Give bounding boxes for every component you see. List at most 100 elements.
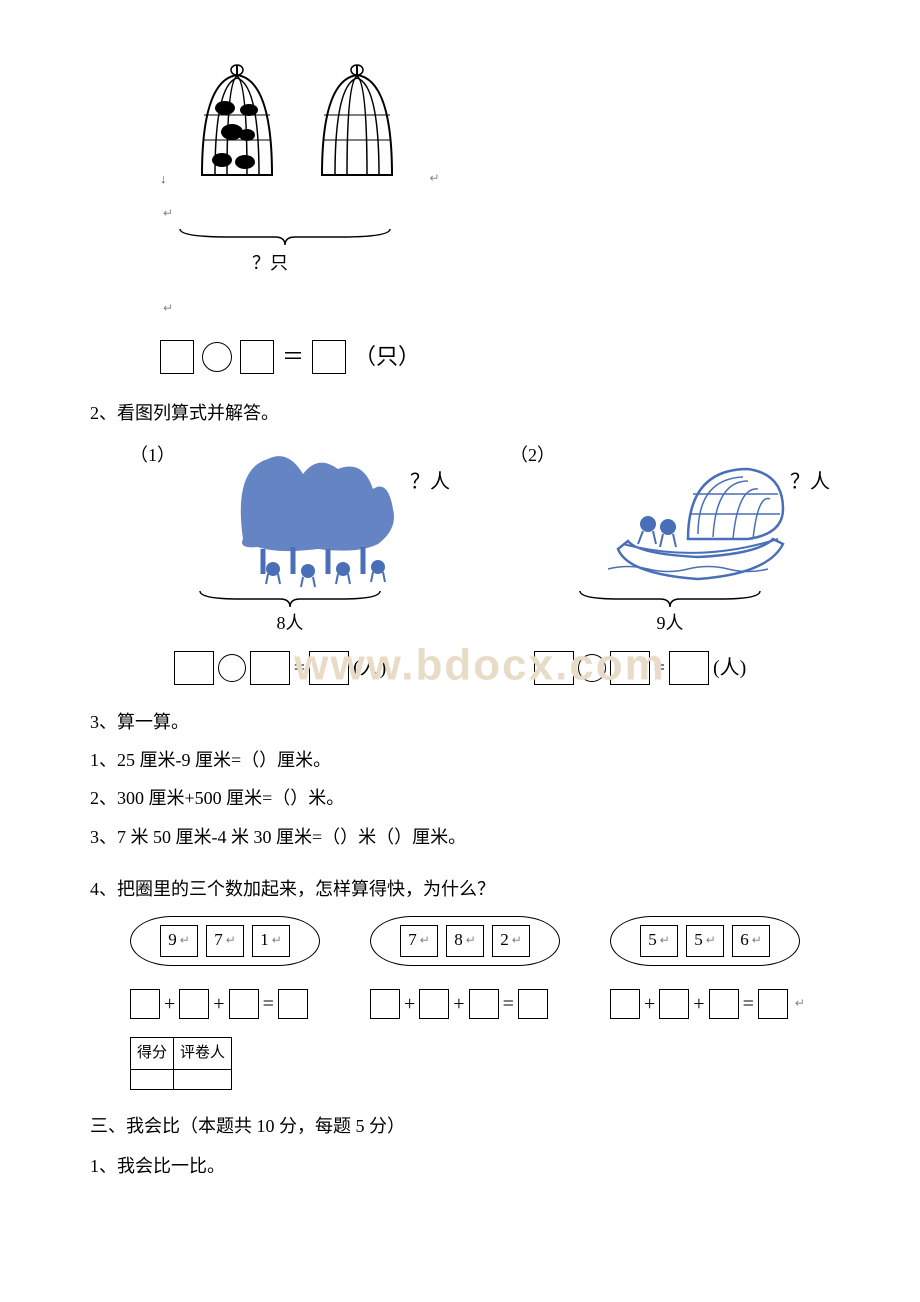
problem-3-intro: 3、算一算。 <box>90 706 830 738</box>
operand-box[interactable] <box>229 989 259 1019</box>
operand-box[interactable] <box>174 651 214 685</box>
enter-mark: ↵ <box>430 168 440 190</box>
operand-box[interactable] <box>370 989 400 1019</box>
oval-container: 5↵ 5↵ 6↵ <box>610 916 800 966</box>
operand-box[interactable] <box>160 340 194 374</box>
item-number: （1） <box>130 439 175 471</box>
equals-sign: = <box>654 650 665 686</box>
operand-box[interactable] <box>610 989 640 1019</box>
score-cell[interactable] <box>131 1069 174 1089</box>
equals-sign: ＝ <box>282 337 304 377</box>
birdcage-empty-icon <box>307 60 407 190</box>
equals-sign: = <box>503 986 514 1022</box>
problem-3-line-3: 3、7 米 50 厘米-4 米 30 厘米=（）米（）厘米。 <box>90 821 830 853</box>
oval-group-2: 7↵ 8↵ 2↵ + + = <box>370 916 590 1022</box>
plus-sign: + <box>453 986 464 1022</box>
equals-sign: = <box>743 986 754 1022</box>
num-box: 7↵ <box>206 925 244 957</box>
operand-box[interactable] <box>179 989 209 1019</box>
num-box: 7↵ <box>400 925 438 957</box>
oval-groups-row: 9↵ 7↵ 1↵ + + = 7↵ 8↵ 2↵ + <box>130 916 830 1022</box>
operator-circle[interactable] <box>202 342 232 372</box>
equation-boxes: ＝ （只） <box>160 337 830 377</box>
equals-sign: = <box>294 650 305 686</box>
operand-box[interactable] <box>534 651 574 685</box>
problem-2-content: （1） ？人 8人 <box>90 439 830 685</box>
oval-group-1: 9↵ 7↵ 1↵ + + = <box>130 916 350 1022</box>
problem-1-birdcages: ↓ <box>90 60 830 377</box>
problem-2-item-2: （2） ？人 <box>510 439 830 639</box>
plus-sign: + <box>644 986 655 1022</box>
oval-equation: + + = <box>130 986 350 1022</box>
plus-sign: + <box>213 986 224 1022</box>
total-label: 9人 <box>510 607 830 639</box>
boat-people-icon <box>598 439 798 589</box>
operand-box[interactable] <box>250 651 290 685</box>
birdcage-row-marker: ↵ <box>160 195 830 227</box>
oval-equation: + + = <box>370 986 590 1022</box>
operand-box[interactable] <box>469 989 499 1019</box>
operand-box[interactable] <box>240 340 274 374</box>
brace-icon <box>570 589 770 609</box>
score-table: 得分 评卷人 <box>130 1037 232 1090</box>
enter-mark-row: ↵ <box>160 290 830 322</box>
score-header: 得分 <box>131 1037 174 1069</box>
result-box[interactable] <box>669 651 709 685</box>
section-3-line-1: 1、我会比一比。 <box>90 1150 830 1182</box>
cage-unknown-label: ？只 <box>175 247 365 279</box>
operand-box[interactable] <box>130 989 160 1019</box>
result-box[interactable] <box>758 989 788 1019</box>
result-box[interactable] <box>312 340 346 374</box>
num-box: 5↵ <box>686 925 724 957</box>
problem-2: 2、看图列算式并解答。 （1） ？人 <box>90 397 830 686</box>
equation-row-1: = (人) <box>130 650 430 686</box>
enter-mark: ↵ <box>795 993 805 1015</box>
operator-circle[interactable] <box>578 654 606 682</box>
result-box[interactable] <box>518 989 548 1019</box>
num-box: 6↵ <box>732 925 770 957</box>
operand-box[interactable] <box>419 989 449 1019</box>
unit-label: (人) <box>713 650 746 686</box>
problem-2-intro: 2、看图列算式并解答。 <box>90 397 830 429</box>
operand-box[interactable] <box>610 651 650 685</box>
equals-sign: = <box>263 986 274 1022</box>
forest-hide-seek-icon <box>218 439 418 589</box>
num-box: 5↵ <box>640 925 678 957</box>
birdcage-with-birds-icon <box>187 60 287 190</box>
num-box: 2↵ <box>492 925 530 957</box>
unknown-people-label: ？人 <box>410 464 450 500</box>
section-3: 三、我会比（本题共 10 分，每题 5 分） 1、我会比一比。 <box>90 1110 830 1183</box>
section-3-title: 三、我会比（本题共 10 分，每题 5 分） <box>90 1110 830 1142</box>
operator-circle[interactable] <box>218 654 246 682</box>
plus-sign: + <box>693 986 704 1022</box>
oval-container: 7↵ 8↵ 2↵ <box>370 916 560 966</box>
problem-3: 3、算一算。 1、25 厘米-9 厘米=（）厘米。 2、300 厘米+500 厘… <box>90 706 830 854</box>
num-box: 1↵ <box>252 925 290 957</box>
item-number: （2） <box>510 439 555 471</box>
oval-group-3: 5↵ 5↵ 6↵ + + = ↵ <box>610 916 830 1022</box>
oval-container: 9↵ 7↵ 1↵ <box>130 916 320 966</box>
num-box: 8↵ <box>446 925 484 957</box>
plus-sign: + <box>164 986 175 1022</box>
operand-box[interactable] <box>659 989 689 1019</box>
unit-label: （只） <box>354 337 420 377</box>
problem-3-line-1: 1、25 厘米-9 厘米=（）厘米。 <box>90 744 830 776</box>
arrow-marker: ↓ <box>160 167 167 190</box>
plus-sign: + <box>404 986 415 1022</box>
num-box: 9↵ <box>160 925 198 957</box>
unit-label: (人) <box>353 650 386 686</box>
brace-icon <box>190 589 390 609</box>
result-box[interactable] <box>278 989 308 1019</box>
problem-2-item-1: （1） ？人 8人 <box>130 439 450 639</box>
birdcage-row: ↓ <box>160 60 830 190</box>
problem-3-line-2: 2、300 厘米+500 厘米=（）米。 <box>90 782 830 814</box>
brace-icon <box>175 227 395 247</box>
grader-cell[interactable] <box>174 1069 232 1089</box>
operand-box[interactable] <box>709 989 739 1019</box>
unknown-people-label: ？人 <box>790 464 830 500</box>
problem-4: 4、把圈里的三个数加起来，怎样算得快，为什么？ 9↵ 7↵ 1↵ + + = 7… <box>90 873 830 1089</box>
total-label: 8人 <box>130 607 450 639</box>
result-box[interactable] <box>309 651 349 685</box>
problem-4-intro: 4、把圈里的三个数加起来，怎样算得快，为什么？ <box>90 873 830 905</box>
equation-row-2: = (人) <box>490 650 790 686</box>
